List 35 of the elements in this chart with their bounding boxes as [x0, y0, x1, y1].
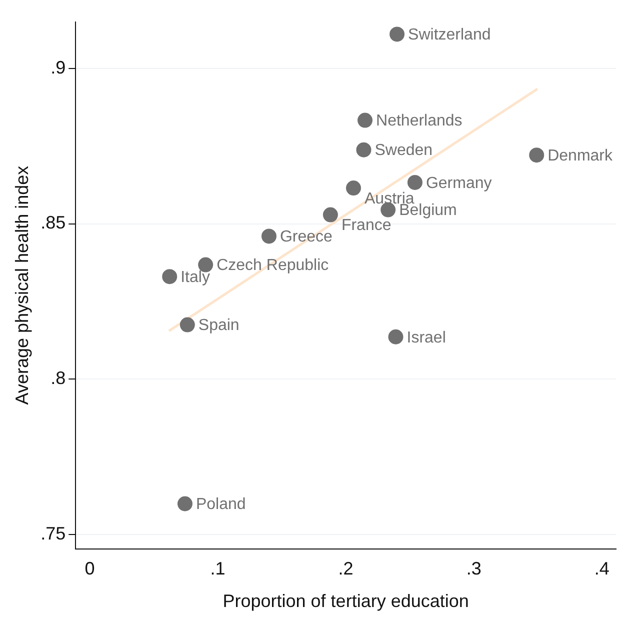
- annotation: Switzerland: [408, 26, 491, 44]
- point: [388, 329, 404, 344]
- point: [529, 148, 544, 163]
- annotation: Sweden: [374, 142, 433, 160]
- x-tick-label: .2: [338, 558, 354, 579]
- point: [177, 496, 192, 512]
- annotation: Germany: [426, 174, 492, 192]
- x-tick-label: .3: [466, 558, 482, 579]
- y-axis-title: Average physical health index: [12, 166, 32, 405]
- point: [162, 269, 178, 284]
- x-tick-label: .1: [210, 558, 226, 579]
- point: [346, 180, 361, 196]
- point: [261, 228, 276, 244]
- x-axis-title: Proportion of tertiary education: [222, 591, 469, 612]
- point: [322, 207, 338, 222]
- point: [180, 317, 195, 332]
- annotation: Greece: [280, 228, 333, 246]
- point: [407, 174, 422, 190]
- point: [356, 142, 372, 158]
- y-tick-label: .75: [40, 523, 66, 544]
- annotation: Netherlands: [376, 112, 462, 130]
- annotation: Czech Republic: [216, 257, 329, 274]
- y-tick-label: .9: [50, 57, 66, 78]
- annotation: Spain: [198, 317, 240, 334]
- annotation: France: [341, 217, 392, 234]
- y-tick-label: .85: [40, 212, 66, 233]
- annotation: Italy: [180, 269, 210, 286]
- point: [358, 112, 373, 128]
- x-tick-label: .4: [594, 558, 610, 579]
- annotation: Poland: [196, 496, 246, 514]
- annotation: Denmark: [548, 148, 614, 165]
- point: [390, 26, 405, 42]
- x-tick-label: 0: [84, 558, 95, 579]
- y-tick-label: .8: [50, 368, 66, 388]
- annotation: Israel: [406, 329, 446, 346]
